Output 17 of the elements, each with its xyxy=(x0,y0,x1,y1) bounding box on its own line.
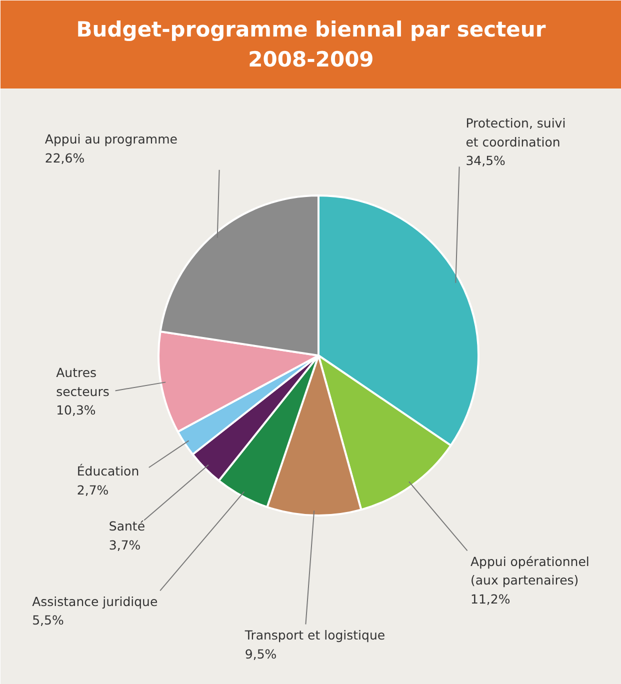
data-label: 5,5% xyxy=(32,612,64,628)
slice-label: Santé xyxy=(108,518,146,534)
slice-label: Appui opérationnel (aux partenaires) xyxy=(470,554,590,588)
data-label: 34,5% xyxy=(466,153,506,168)
slice-label: Éducation xyxy=(76,464,140,478)
data-label: 22,6% xyxy=(44,150,85,166)
slice-label: Transport et logistique xyxy=(244,628,386,642)
slice-label: Assistance juridique xyxy=(32,594,158,609)
data-label: 11,2% xyxy=(470,591,510,606)
data-label: 10,3% xyxy=(56,402,96,418)
data-label: 3,7% xyxy=(108,537,141,552)
data-label: 2,7% xyxy=(76,482,109,498)
slice-label: Appui au programme xyxy=(44,132,178,146)
slice-label: Protection, suivi et coordination xyxy=(466,116,566,150)
slice-label: Autres secteurs xyxy=(56,365,110,399)
data-label: 9,5% xyxy=(244,646,277,662)
chart-title: Budget-programme biennal par secteur 2008-2009 xyxy=(76,18,546,72)
